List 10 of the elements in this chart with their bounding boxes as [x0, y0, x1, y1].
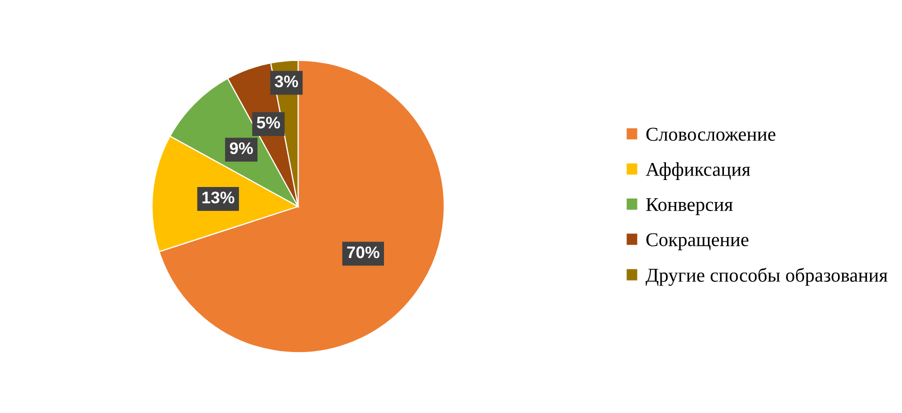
- legend-label: Конверсия: [646, 198, 733, 216]
- data-label: 3%: [274, 76, 298, 88]
- legend-label: Сокращение: [646, 233, 748, 250]
- legend-label: Аффиксация: [646, 162, 750, 180]
- data-label: 9%: [230, 142, 253, 154]
- data-label: 70%: [347, 246, 380, 258]
- legend-label: Другие способы образования: [646, 268, 888, 286]
- data-label: 5%: [256, 116, 280, 128]
- legend-label: Словосложение: [646, 128, 776, 141]
- data-label: 13%: [202, 192, 234, 204]
